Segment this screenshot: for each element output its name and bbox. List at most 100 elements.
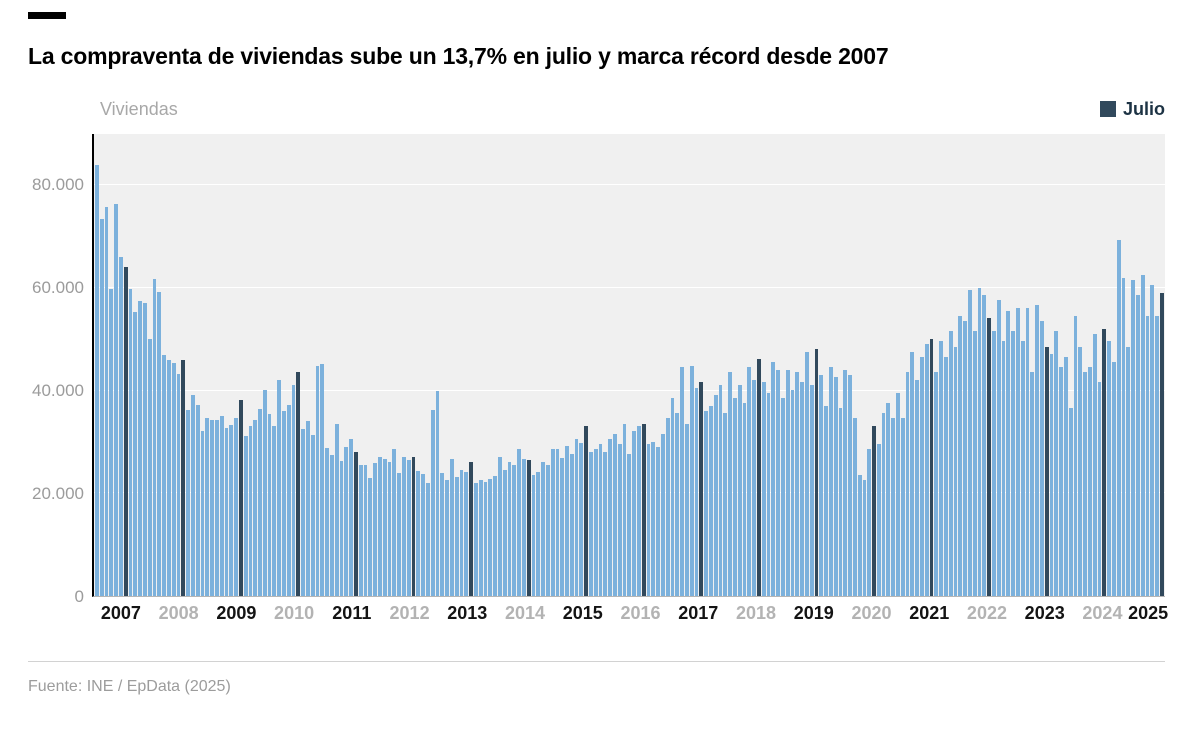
bar-month: [651, 441, 656, 596]
bar-month: [656, 446, 661, 596]
bar-month: [368, 478, 373, 596]
bar-month: [1092, 333, 1097, 596]
bar-month: [176, 374, 181, 596]
bar-month: [138, 301, 142, 596]
bar-month: [1121, 278, 1126, 596]
x-year-label-2019: 2019: [793, 603, 834, 623]
bar-month: [1087, 367, 1092, 596]
bar-month: [1126, 346, 1131, 596]
bar-month: [282, 410, 286, 596]
footer: Fuente: INE / EpData (2025): [28, 661, 1165, 696]
bar-month: [713, 395, 718, 596]
bar-month: [95, 164, 99, 596]
bar-month: [1054, 331, 1059, 596]
x-year-label-2023: 2023: [1024, 603, 1065, 623]
bar-month: [670, 397, 675, 596]
bar-month: [545, 464, 550, 596]
bar-july-2022: [987, 318, 992, 596]
bar-month: [402, 456, 406, 596]
bar-month: [857, 474, 862, 596]
bar-month: [1049, 354, 1054, 596]
bar-month: [301, 429, 306, 596]
bar-month: [704, 410, 708, 596]
bar-month: [804, 351, 809, 596]
bar-month: [632, 431, 637, 596]
bar-month: [709, 405, 713, 596]
bar-month: [608, 438, 613, 596]
bar-month: [555, 449, 560, 596]
bar-month: [833, 377, 838, 596]
bar-july-2019: [814, 349, 819, 596]
source-text: Fuente: INE / EpData (2025): [28, 678, 231, 695]
bar-month: [171, 363, 176, 596]
bar-month: [565, 445, 569, 596]
page-title: La compraventa de viviendas sube un 13,7…: [28, 43, 889, 69]
bar-month: [229, 425, 234, 596]
bar-month: [1107, 341, 1111, 596]
gridline: [94, 184, 1165, 186]
bar-july-2025: [1159, 292, 1164, 596]
brand-dash: [28, 12, 66, 19]
bar-month: [876, 444, 881, 596]
bar-month: [963, 320, 968, 596]
bar-month: [852, 418, 857, 596]
bar-month: [661, 433, 665, 596]
bar-month: [1078, 346, 1083, 596]
bar-month: [843, 369, 848, 596]
bar-month: [718, 385, 723, 596]
x-year-label-2008: 2008: [158, 603, 199, 623]
x-year-label-2025: 2025: [1128, 603, 1169, 623]
bar-month: [819, 374, 824, 596]
bar-month: [392, 449, 397, 596]
bar-month: [848, 374, 852, 596]
bar-month: [430, 410, 435, 596]
bar-month: [747, 367, 752, 596]
bar-month: [1068, 408, 1073, 596]
bar-month: [732, 397, 737, 596]
bar-month: [790, 390, 795, 596]
bar-july-2008: [181, 360, 186, 596]
bar-july-2015: [584, 426, 589, 596]
bar-july-2009: [238, 400, 243, 596]
bar-month: [896, 392, 900, 596]
bar-month: [771, 361, 776, 596]
x-year-label-2010: 2010: [274, 603, 315, 623]
bar-month: [378, 457, 382, 596]
bar-month: [258, 409, 262, 596]
bar-month: [118, 256, 123, 596]
bar-month: [507, 462, 512, 596]
bar-month: [243, 435, 248, 596]
bar-month: [862, 480, 867, 596]
bar-month: [953, 346, 958, 596]
bar-month: [968, 290, 972, 596]
bar-month: [795, 372, 800, 596]
bar-month: [445, 480, 449, 596]
y-axis-labels: 0 20.000 40.000 60.000 80.000: [28, 134, 92, 606]
bar-month: [1025, 308, 1030, 596]
bar-month: [253, 419, 258, 596]
bar-july-2016: [641, 423, 646, 596]
bar-month: [339, 461, 344, 596]
bar-month: [363, 464, 368, 596]
bar-month: [1131, 279, 1135, 596]
bar-month: [267, 413, 272, 596]
bar-month: [306, 421, 310, 596]
bar-month: [435, 391, 440, 596]
chart-row: 0 20.000 40.000 60.000 80.000: [28, 134, 1165, 606]
bar-month: [675, 413, 680, 596]
bar-month: [397, 473, 401, 596]
bar-month: [421, 473, 425, 596]
y-tick-label: 0: [74, 587, 84, 606]
bar-month: [622, 423, 627, 596]
bar-month: [886, 403, 891, 596]
bar-month: [248, 426, 253, 596]
bar-month: [920, 356, 924, 596]
bar-month: [219, 415, 224, 596]
bar-month: [996, 300, 1001, 596]
x-axis-labels: 2007 2008 2009 2010 2011 2012 2013 2014 2015 2016…: [92, 597, 1169, 629]
bar-month: [320, 363, 325, 596]
bar-month: [195, 405, 200, 596]
x-year-label-2018: 2018: [735, 603, 777, 623]
bar-month: [694, 387, 699, 596]
bar-month: [344, 447, 349, 596]
